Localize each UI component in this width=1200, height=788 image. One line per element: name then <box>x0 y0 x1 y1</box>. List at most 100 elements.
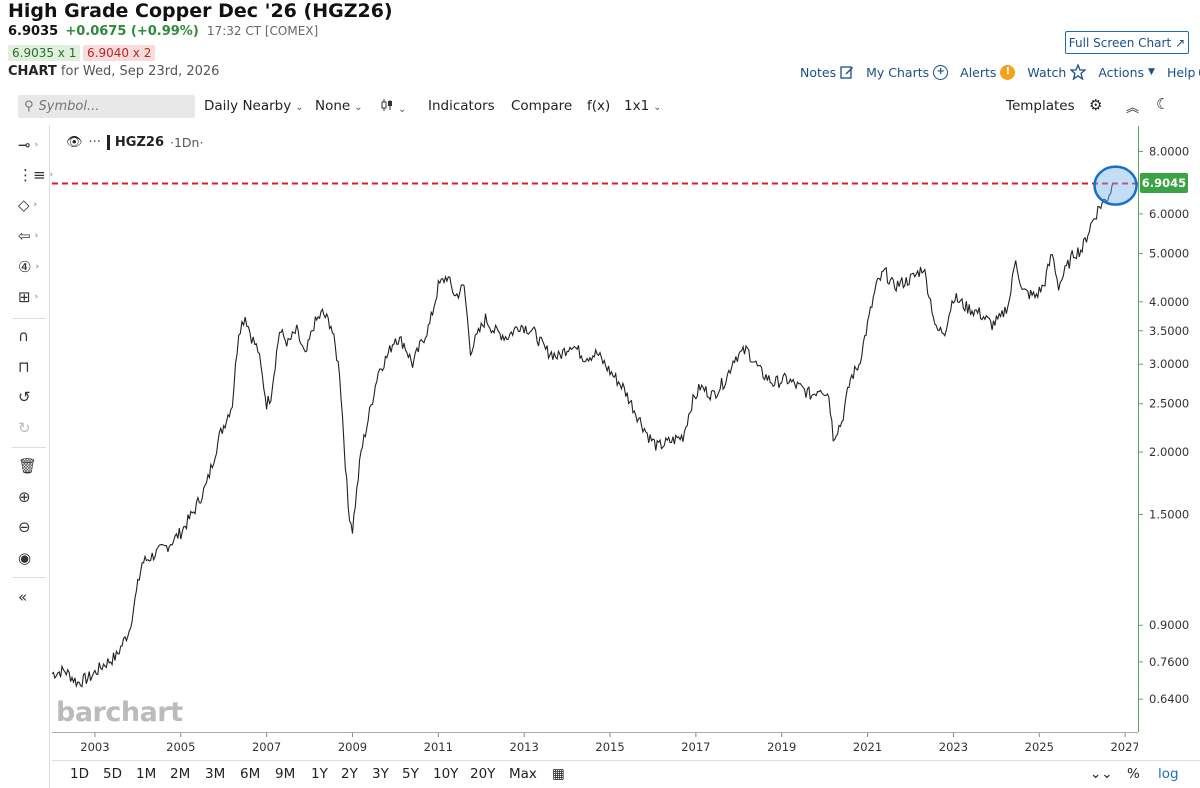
add-circle-icon: + <box>933 64 949 80</box>
barchart-logo: barchart <box>56 697 183 728</box>
price-axis[interactable]: 8.0000 6.0000 5.0000 4.0000 3.5000 3.0000 2.50… <box>1138 126 1200 732</box>
study-label: None <box>315 98 351 114</box>
function-button[interactable]: f(x) <box>587 98 611 114</box>
chart-legend: 👁 ··· HGZ26 ·1Dn· <box>66 135 203 150</box>
time-tick-label: 2013 <box>510 740 539 754</box>
range-button-1m[interactable]: 1M <box>136 766 157 782</box>
indicators-button[interactable]: Indicators <box>428 98 495 114</box>
alert-icon: ! <box>1000 64 1016 80</box>
time-tick-label: 2007 <box>252 740 281 754</box>
chart-for-date: for Wed, Sep 23rd, 2026 <box>60 64 220 79</box>
unlock-icon[interactable]: ⊓ <box>18 358 30 376</box>
chart-type-dropdown[interactable]: ⌄ <box>380 98 406 116</box>
full-screen-chart-button[interactable]: Full Screen Chart ↗ <box>1065 31 1189 54</box>
last-price: 6.9035 <box>8 24 59 39</box>
watch-label: Watch <box>1027 64 1067 80</box>
measure-tool-icon[interactable]: ⊞ › <box>18 288 39 306</box>
line-tool-icon[interactable]: ⊸ › <box>18 136 39 154</box>
collapse-down-icon[interactable]: ⌄⌄ <box>1090 766 1113 782</box>
chart-toolbar: ⚲ Daily Nearby⌄ None⌄ ⌄ Indicators Compa… <box>0 91 1200 123</box>
shape-tool-icon[interactable]: ◇ › <box>18 196 38 214</box>
compare-button[interactable]: Compare <box>511 98 573 114</box>
notes-label: Notes <box>800 64 837 80</box>
range-button-6m[interactable]: 6M <box>240 766 261 782</box>
price-chart[interactable] <box>52 126 1138 732</box>
range-button-20y[interactable]: 20Y <box>470 766 496 782</box>
ask-badge: 6.9040 x 2 <box>83 45 156 61</box>
time-tick-label: 2019 <box>767 740 796 754</box>
chevron-down-icon: ⌄ <box>354 102 363 113</box>
symbol-input[interactable] <box>38 99 179 114</box>
dark-mode-moon-icon[interactable]: ☾ <box>1156 95 1170 113</box>
help-label: Help <box>1166 64 1196 80</box>
settings-gear-icon[interactable]: ⚙ <box>1089 96 1103 114</box>
layout-label: 1x1 <box>624 98 650 114</box>
range-button-1y[interactable]: 1Y <box>311 766 328 782</box>
templates-button[interactable]: Templates <box>1006 98 1075 114</box>
watch-link[interactable]: Watch <box>1027 64 1087 80</box>
range-button-5d[interactable]: 5D <box>103 766 122 782</box>
range-button-10y[interactable]: 10Y <box>433 766 459 782</box>
zoom-out-icon[interactable]: ⊖ <box>18 518 31 536</box>
price-tick-label: 6.0000 <box>1149 207 1189 221</box>
quote-line: 6.9035 +0.0675 (+0.99%) 17:32 CT [COMEX] <box>8 24 318 39</box>
percent-scale-toggle[interactable]: % <box>1127 766 1140 782</box>
period-dropdown[interactable]: Daily Nearby ⌄ <box>204 98 304 114</box>
bid-badge: 6.9035 x 1 <box>8 45 81 61</box>
range-button-max[interactable]: Max <box>509 766 537 782</box>
actions-menu[interactable]: Actions ▼ <box>1098 65 1155 80</box>
price-change: +0.0675 (+0.99%) <box>65 24 199 39</box>
visibility-eye-icon[interactable]: 👁 <box>66 135 83 150</box>
page-title: High Grade Copper Dec '26 (HGZ26) <box>8 0 393 22</box>
price-tick-label: 0.6400 <box>1149 692 1189 706</box>
zoom-in-icon[interactable]: ⊕ <box>18 488 31 506</box>
study-dropdown[interactable]: None ⌄ <box>315 98 363 114</box>
redo-icon[interactable]: ↻ <box>18 419 31 437</box>
price-tick-label: 8.0000 <box>1149 145 1189 159</box>
range-button-3y[interactable]: 3Y <box>372 766 389 782</box>
help-link[interactable]: Help ? <box>1166 64 1200 80</box>
eye-icon[interactable]: ◉ <box>18 549 32 567</box>
count-tool-icon[interactable]: ④ › <box>18 258 40 276</box>
search-icon: ⚲ <box>24 99 34 114</box>
chart-date-label: CHART for Wed, Sep 23rd, 2026 <box>8 64 219 79</box>
price-series-line <box>52 183 1114 689</box>
fib-tool-icon[interactable]: ⋮≡ › <box>18 166 54 184</box>
price-tick-label: 5.0000 <box>1149 246 1189 260</box>
notes-link[interactable]: Notes <box>800 65 854 80</box>
my-charts-label: My Charts <box>866 64 930 80</box>
trash-icon[interactable]: 🗑 <box>18 457 38 475</box>
range-button-2m[interactable]: 2M <box>170 766 191 782</box>
legend-symbol: HGZ26 <box>106 135 164 150</box>
layout-dropdown[interactable]: 1x1 ⌄ <box>624 98 662 114</box>
range-button-1d[interactable]: 1D <box>70 766 89 782</box>
rail-divider <box>12 318 46 319</box>
log-scale-toggle[interactable]: log <box>1158 766 1179 782</box>
range-button-9m[interactable]: 9M <box>275 766 296 782</box>
undo-icon[interactable]: ↺ <box>18 388 31 406</box>
chevron-down-icon: ⌄ <box>398 104 407 115</box>
alerts-label: Alerts <box>960 64 997 80</box>
time-tick-label: 2015 <box>595 740 624 754</box>
collapse-toolbar-icon[interactable]: ︽ <box>1126 101 1140 116</box>
candlestick-icon <box>381 99 392 111</box>
rail-divider <box>12 447 46 448</box>
highlight-circle <box>1093 165 1138 206</box>
star-icon <box>1070 64 1087 80</box>
range-bar: 1D 5D 1M 2M 3M 6M 9M 1Y 2Y 3Y 5Y 10Y 20Y Max ▦ ⌄⌄% log <box>52 760 1200 786</box>
alerts-link[interactable]: Alerts ! <box>960 64 1016 80</box>
collapse-rail-icon[interactable]: « <box>18 588 28 606</box>
time-axis[interactable]: 2003 2005 2007 2009 2011 2013 2015 2017 2019 2021… <box>52 732 1138 758</box>
arrow-tool-icon[interactable]: ⇦ › <box>18 227 39 245</box>
time-tick-label: 2011 <box>424 740 453 754</box>
my-charts-link[interactable]: My Charts + <box>866 64 949 80</box>
legend-more-icon[interactable]: ··· <box>88 135 101 150</box>
price-tick-label: 1.5000 <box>1149 507 1189 521</box>
magnet-icon[interactable]: ∩ <box>18 327 29 345</box>
symbol-search[interactable]: ⚲ <box>18 95 195 118</box>
range-button-5y[interactable]: 5Y <box>402 766 419 782</box>
price-tick-label: 2.5000 <box>1149 397 1189 411</box>
calendar-icon[interactable]: ▦ <box>552 766 565 782</box>
range-button-3m[interactable]: 3M <box>205 766 226 782</box>
range-button-2y[interactable]: 2Y <box>341 766 358 782</box>
